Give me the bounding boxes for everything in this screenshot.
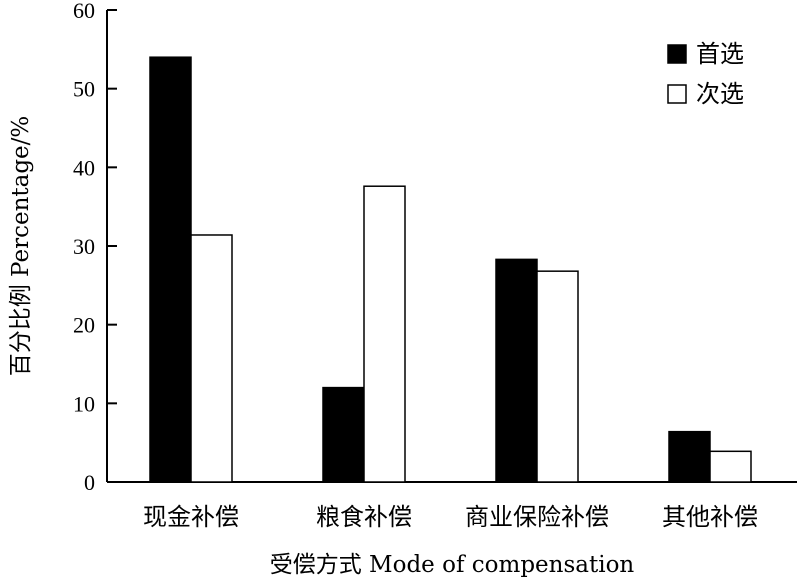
- legend-label: 次选: [696, 80, 744, 108]
- y-tick-label: 40: [73, 155, 95, 180]
- bar-second-choice: [190, 234, 233, 483]
- y-tick-label: 30: [73, 234, 95, 259]
- bar-second-choice: [536, 270, 579, 483]
- legend-swatch: [667, 84, 687, 104]
- bars: [149, 56, 752, 483]
- y-tick-label: 50: [73, 77, 95, 102]
- bar-first-choice: [668, 430, 711, 483]
- y-ticks: 0 10 20 30 40 50 60: [73, 0, 117, 495]
- y-tick-label: 0: [84, 470, 95, 495]
- bar-second-choice: [363, 185, 406, 483]
- bar-first-choice: [322, 386, 365, 483]
- x-category-label: 现金补偿: [143, 503, 239, 531]
- legend-swatch: [667, 44, 687, 64]
- bar-first-choice: [495, 258, 538, 483]
- bar-second-choice: [709, 450, 752, 483]
- y-axis-title: 百分比例 Percentage/%: [8, 116, 34, 377]
- x-axis-title: 受偿方式 Mode of compensation: [270, 552, 635, 578]
- y-tick-label: 20: [73, 313, 95, 338]
- bar-first-choice: [149, 56, 192, 483]
- category-labels: 现金补偿 粮食补偿 商业保险补偿 其他补偿: [143, 503, 758, 531]
- y-tick-label: 10: [73, 391, 95, 416]
- y-tick-label: 60: [73, 0, 95, 23]
- x-category-label: 其他补偿: [662, 503, 758, 531]
- legend-label: 首选: [696, 40, 744, 68]
- x-category-label: 商业保险补偿: [465, 503, 609, 531]
- x-category-label: 粮食补偿: [316, 503, 412, 531]
